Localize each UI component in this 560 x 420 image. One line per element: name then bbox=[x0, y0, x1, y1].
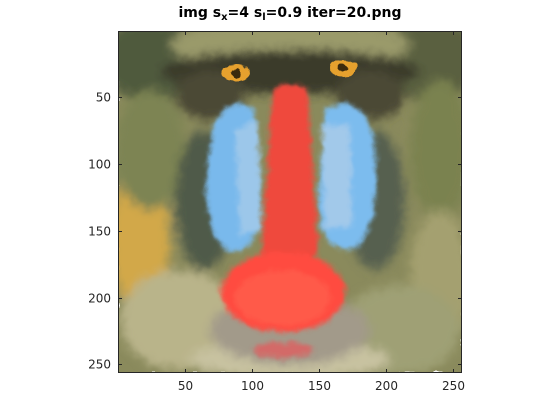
y-tick-label: 250 bbox=[88, 358, 111, 372]
y-tick-label: 100 bbox=[88, 158, 111, 172]
x-tick-label: 150 bbox=[308, 379, 331, 393]
title-mid: =4 s bbox=[227, 5, 263, 21]
x-ticks: 50 100 150 200 250 bbox=[178, 31, 465, 393]
x-tick-label: 100 bbox=[241, 379, 264, 393]
axes-box bbox=[118, 31, 462, 373]
mandrill-image bbox=[118, 31, 462, 373]
title-prefix: img s bbox=[178, 5, 222, 21]
x-tick-label: 50 bbox=[178, 379, 193, 393]
y-tick-label: 200 bbox=[88, 292, 111, 306]
title-suffix: =0.9 iter=20.png bbox=[265, 5, 402, 21]
x-tick-label: 250 bbox=[442, 379, 465, 393]
title-sub-l: l bbox=[262, 12, 266, 23]
y-ticks: 50 100 150 200 250 bbox=[88, 91, 462, 372]
y-tick-label: 150 bbox=[88, 225, 111, 239]
y-tick-label: 50 bbox=[96, 91, 111, 105]
x-tick-label: 200 bbox=[375, 379, 398, 393]
title-sub-x: x bbox=[221, 12, 228, 23]
figure-title: img sx=4 sl=0.9 iter=20.png bbox=[118, 4, 462, 23]
